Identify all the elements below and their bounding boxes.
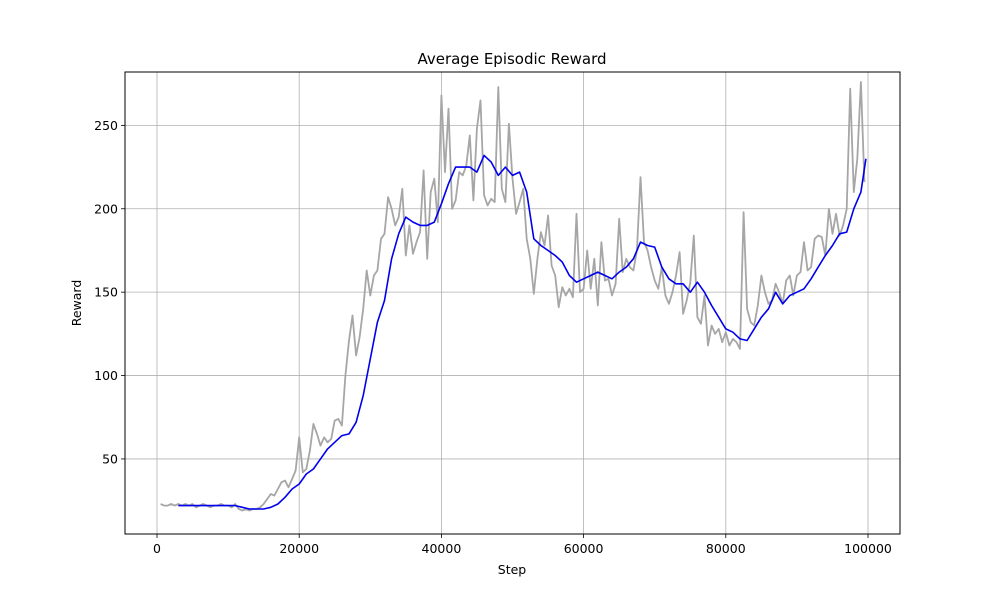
y-tick-label: 250 [94, 118, 118, 133]
x-tick-label: 100000 [844, 541, 892, 556]
smoothed-reward-line [178, 154, 867, 510]
x-tick-label: 40000 [422, 541, 462, 556]
y-tick-label: 200 [94, 201, 118, 216]
x-tick-label: 20000 [279, 541, 319, 556]
y-tick-label: 50 [102, 451, 118, 466]
plot-frame [124, 71, 901, 535]
raw-reward-line [160, 81, 866, 512]
plot-series [160, 81, 867, 512]
y-tick-label: 100 [94, 368, 118, 383]
x-tick-label: 80000 [706, 541, 746, 556]
axis-ticks: 0 20000 40000 60000 80000 100000 50 100 150 200 25… [94, 118, 892, 556]
chart-title: Average Episodic Reward [417, 50, 606, 68]
x-tick-label: 0 [153, 541, 161, 556]
y-axis-label: Reward [69, 280, 84, 327]
x-tick-label: 60000 [564, 541, 604, 556]
x-axis-label: Step [498, 562, 527, 577]
y-tick-label: 150 [94, 285, 118, 300]
grid [125, 72, 900, 534]
